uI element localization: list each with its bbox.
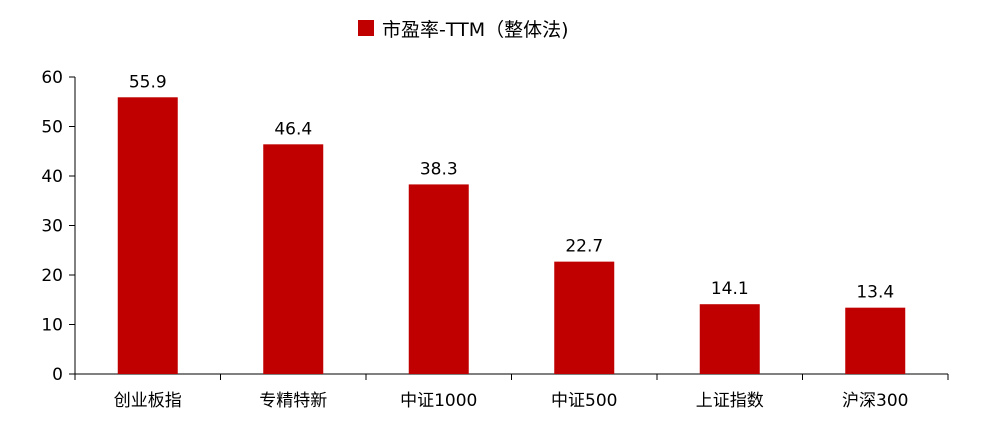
y-tick-label: 40: [41, 167, 63, 187]
y-tick-label: 10: [41, 316, 63, 336]
data-label: 22.7: [565, 237, 603, 257]
category-label: 专精特新: [259, 391, 327, 411]
y-tick-label: 50: [41, 118, 63, 138]
category-label: 创业板指: [114, 391, 182, 411]
bar: [699, 304, 760, 374]
data-label: 46.4: [274, 119, 312, 139]
y-axis: 0 10 20 30 40 50 60: [41, 68, 75, 385]
bar: [263, 144, 324, 374]
category-label: 中证500: [551, 391, 617, 411]
bar: [117, 97, 178, 375]
y-tick-label: 0: [52, 365, 63, 385]
y-tick-label: 30: [41, 217, 63, 237]
data-label: 14.1: [711, 279, 749, 299]
category-labels: 创业板指 专精特新 中证1000 中证500 上证指数 沪深300: [114, 391, 909, 411]
bar: [408, 184, 469, 374]
category-label: 上证指数: [696, 391, 764, 411]
y-tick-label: 60: [41, 68, 63, 88]
y-tick-label: 20: [41, 266, 63, 286]
data-label: 13.4: [856, 283, 894, 303]
data-label: 55.9: [129, 72, 167, 92]
category-label: 中证1000: [400, 391, 477, 411]
bar: [554, 261, 615, 374]
legend-label: 市盈率-TTM（整体法): [382, 19, 569, 41]
legend-swatch: [358, 20, 374, 36]
data-label: 38.3: [420, 159, 458, 179]
legend: 市盈率-TTM（整体法): [358, 19, 569, 41]
x-axis: [74, 374, 949, 380]
bar: [845, 307, 906, 374]
category-label: 沪深300: [842, 391, 908, 411]
bars: [117, 97, 906, 375]
data-labels: 55.9 46.4 38.3 22.7 14.1 13.4: [129, 72, 894, 302]
